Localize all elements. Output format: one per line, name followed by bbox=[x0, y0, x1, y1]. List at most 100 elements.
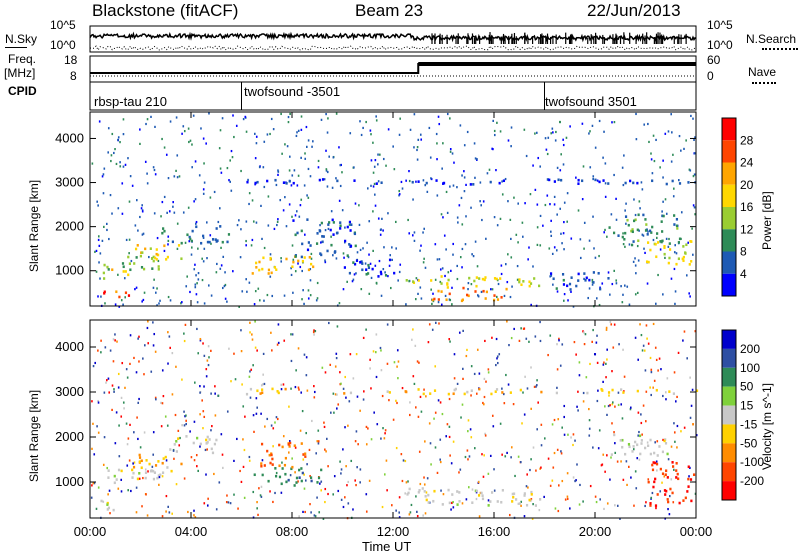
velocity-region-cell bbox=[525, 503, 529, 507]
power-echo bbox=[163, 146, 166, 149]
velocity-echo bbox=[660, 368, 662, 371]
power-region-cell bbox=[597, 271, 600, 275]
power-echo bbox=[121, 182, 124, 185]
power-echo bbox=[102, 192, 105, 195]
power-region-cell bbox=[353, 179, 356, 182]
power-echo bbox=[97, 235, 100, 238]
velocity-echo bbox=[549, 484, 552, 487]
velocity-echo bbox=[272, 445, 274, 448]
power-region-cell bbox=[577, 182, 580, 186]
power-echo bbox=[599, 286, 601, 289]
power-region-cell bbox=[592, 271, 595, 274]
velocity-echo bbox=[644, 369, 647, 372]
power-echo bbox=[203, 247, 206, 250]
velocity-echo bbox=[662, 438, 664, 442]
power-echo bbox=[360, 133, 363, 137]
power-echo bbox=[338, 302, 341, 305]
power-echo bbox=[529, 193, 532, 196]
power-echo bbox=[99, 252, 102, 255]
velocity-echo bbox=[166, 424, 169, 427]
power-echo bbox=[593, 247, 595, 250]
power-echo bbox=[516, 264, 519, 268]
power-echo bbox=[589, 166, 592, 169]
power-echo bbox=[465, 215, 467, 218]
velocity-echo bbox=[576, 405, 578, 408]
power-echo bbox=[176, 154, 179, 157]
power-echo bbox=[452, 184, 455, 187]
velocity-echo bbox=[299, 429, 302, 432]
power-region-cell bbox=[496, 298, 500, 301]
velocity-echo bbox=[510, 446, 513, 449]
power-echo bbox=[624, 284, 626, 287]
power-echo bbox=[442, 142, 444, 145]
velocity-echo bbox=[362, 398, 365, 401]
velocity-echo bbox=[280, 491, 283, 494]
cpid-label: CPID bbox=[8, 84, 37, 98]
velocity-echo bbox=[609, 320, 612, 324]
velocity-echo bbox=[521, 422, 523, 425]
velocity-echo bbox=[185, 414, 187, 417]
power-region-cell bbox=[644, 218, 647, 221]
velocity-echo bbox=[605, 328, 608, 331]
velocity-echo bbox=[410, 503, 413, 507]
velocity-echo bbox=[453, 353, 456, 356]
power-region-cell bbox=[121, 262, 125, 265]
power-echo bbox=[114, 147, 116, 151]
power-echo bbox=[477, 294, 479, 297]
power-region-cell bbox=[681, 257, 684, 261]
velocity-echo bbox=[336, 325, 339, 328]
velocity-echo bbox=[314, 515, 317, 518]
power-region-cell bbox=[251, 272, 254, 275]
power-echo bbox=[439, 280, 442, 284]
velocity-region-cell bbox=[672, 392, 676, 395]
velocity-echo bbox=[258, 487, 260, 490]
power-region-cell bbox=[678, 182, 682, 185]
x-tick-label: 04:00 bbox=[175, 524, 208, 539]
velocity-echo bbox=[453, 377, 456, 380]
velocity-echo bbox=[300, 391, 303, 394]
velocity-echo bbox=[313, 390, 316, 394]
power-region-cell bbox=[322, 235, 325, 238]
power-echo bbox=[486, 172, 489, 175]
power-region-cell bbox=[321, 235, 324, 238]
velocity-echo bbox=[118, 424, 120, 427]
power-echo bbox=[125, 238, 128, 242]
power-echo bbox=[370, 133, 372, 136]
power-region-cell bbox=[630, 243, 634, 247]
x-tick-label: 12:00 bbox=[377, 524, 410, 539]
power-echo bbox=[413, 231, 416, 234]
velocity-echo bbox=[401, 386, 404, 390]
velocity-echo bbox=[492, 425, 495, 428]
power-region-cell bbox=[668, 256, 671, 260]
velocity-region-cell bbox=[162, 457, 165, 460]
power-region-cell bbox=[206, 240, 210, 244]
velocity-echo bbox=[640, 421, 643, 425]
power-echo bbox=[495, 169, 497, 172]
power-echo bbox=[566, 192, 569, 195]
power-echo bbox=[148, 255, 150, 259]
velocity-echo bbox=[260, 384, 263, 387]
power-region-cell bbox=[493, 277, 497, 280]
power-region-cell bbox=[634, 218, 637, 222]
power-echo bbox=[122, 303, 124, 306]
velocity-echo bbox=[563, 415, 566, 419]
velocity-echo bbox=[483, 395, 486, 399]
velocity-echo bbox=[622, 478, 625, 481]
velocity-echo bbox=[397, 360, 400, 363]
power-echo bbox=[456, 264, 459, 268]
velocity-region-cell bbox=[152, 477, 156, 481]
velocity-echo bbox=[655, 358, 658, 362]
velocity-echo bbox=[597, 447, 600, 450]
power-echo bbox=[168, 210, 171, 213]
power-region-cell bbox=[267, 268, 271, 272]
power-echo bbox=[546, 152, 549, 156]
cpid-segment-label: rbsp-tau 210 bbox=[94, 94, 167, 109]
velocity-echo bbox=[153, 332, 156, 336]
velocity-echo bbox=[213, 472, 215, 476]
power-echo bbox=[250, 244, 253, 247]
velocity-echo bbox=[229, 502, 232, 505]
velocity-echo bbox=[592, 328, 594, 332]
power-echo bbox=[327, 227, 330, 231]
power-echo bbox=[312, 140, 314, 143]
velocity-echo bbox=[302, 510, 304, 514]
